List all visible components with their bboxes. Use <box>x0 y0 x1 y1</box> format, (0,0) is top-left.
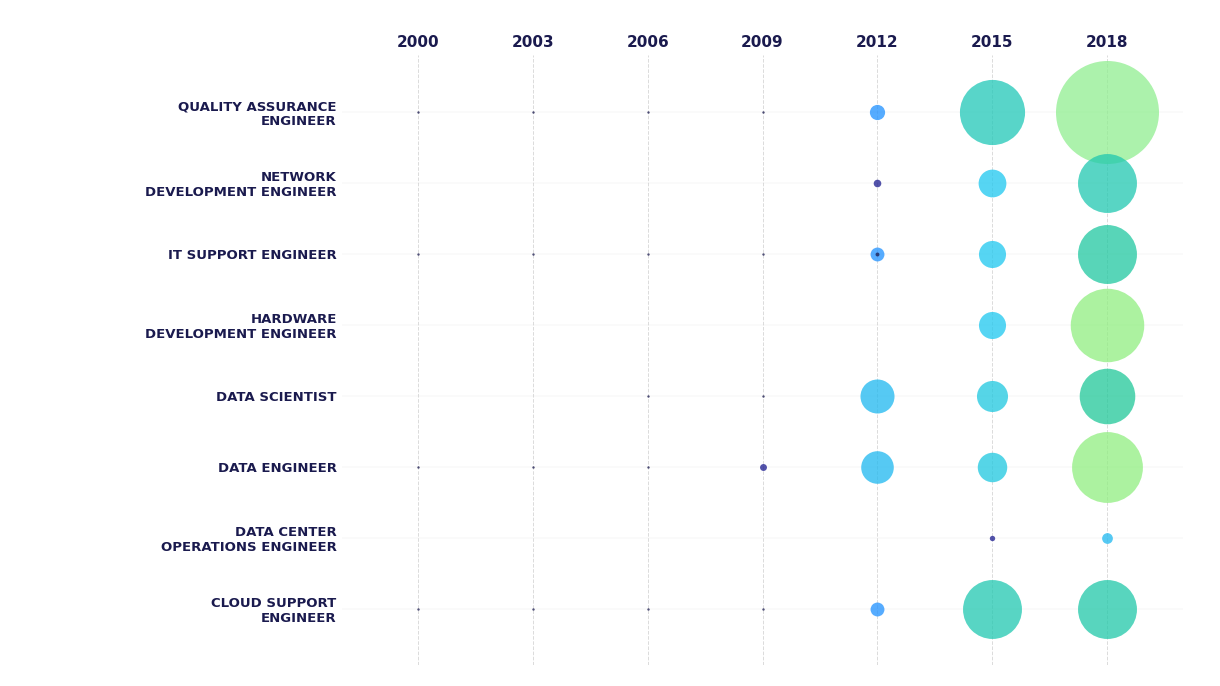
Point <box>1097 177 1116 188</box>
Point <box>409 603 428 614</box>
Point <box>638 248 658 259</box>
Point <box>867 106 887 117</box>
Point <box>523 603 543 614</box>
Point <box>867 390 887 401</box>
Point <box>867 461 887 472</box>
Point <box>982 248 1002 259</box>
Point <box>1097 106 1116 117</box>
Point <box>753 390 772 401</box>
Point <box>982 319 1002 330</box>
Point <box>638 461 658 472</box>
Point <box>867 248 887 259</box>
Point <box>753 461 772 472</box>
Point <box>982 106 1002 117</box>
Point <box>638 390 658 401</box>
Point <box>982 177 1002 188</box>
Point <box>982 461 1002 472</box>
Point <box>982 532 1002 543</box>
Point <box>753 603 772 614</box>
Point <box>523 461 543 472</box>
Point <box>1097 390 1116 401</box>
Point <box>1097 248 1116 259</box>
Point <box>638 603 658 614</box>
Point <box>638 106 658 117</box>
Point <box>753 248 772 259</box>
Point <box>982 603 1002 614</box>
Point <box>1097 461 1116 472</box>
Point <box>867 177 887 188</box>
Point <box>409 248 428 259</box>
Point <box>867 603 887 614</box>
Point <box>1097 319 1116 330</box>
Point <box>753 106 772 117</box>
Point <box>523 106 543 117</box>
Point <box>409 106 428 117</box>
Point <box>867 248 887 259</box>
Point <box>982 390 1002 401</box>
Point <box>1097 532 1116 543</box>
Point <box>523 248 543 259</box>
Point <box>409 461 428 472</box>
Point <box>1097 603 1116 614</box>
